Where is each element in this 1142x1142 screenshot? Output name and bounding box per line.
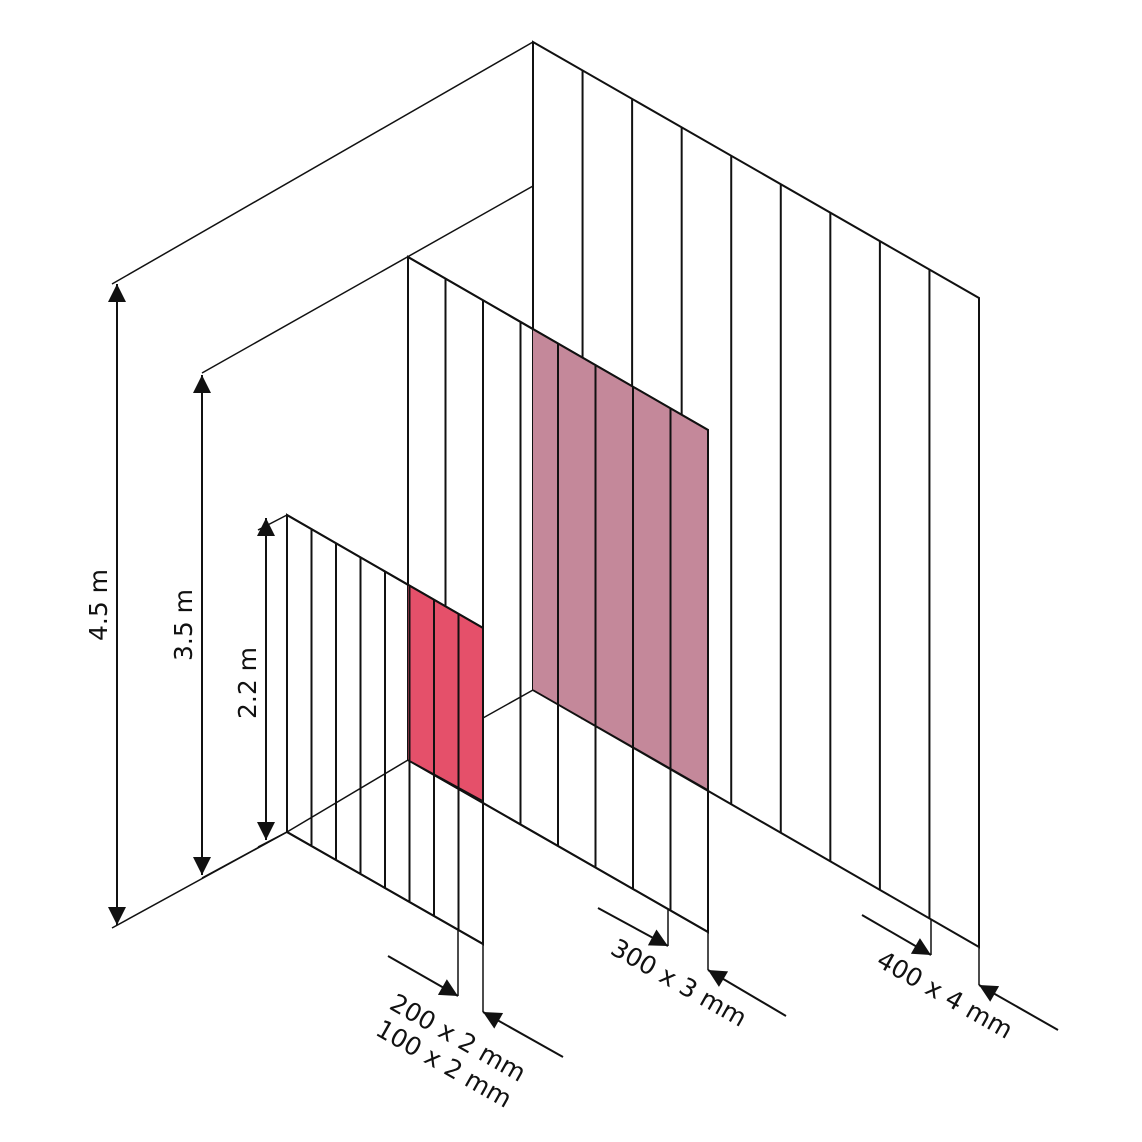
small-panel-overlap (408, 585, 483, 801)
floor-line-medium (407, 759, 484, 802)
small-panel-strip-lines (310, 529, 460, 930)
floor-line-large (532, 689, 709, 791)
extension-lines (111, 41, 534, 929)
height-dimension-2-2: 2.2 m (233, 518, 275, 840)
height-dimension-4-5: 4.5 m (84, 284, 126, 925)
strip-width-dimension-large: 400 x 4 mm (861, 914, 1059, 1045)
height-label-small: 2.2 m (233, 647, 262, 719)
height-label-medium: 3.5 m (169, 589, 198, 661)
medium-panel (407, 255, 709, 934)
small-panel (286, 513, 484, 946)
medium-panel-overlap (533, 329, 708, 790)
strip-width-dimension-medium: 300 x 3 mm (597, 907, 787, 1033)
strip-width-dimension-small: 200 x 2 mm 100 x 2 mm (371, 930, 564, 1114)
floor-diagonal-medium (286, 759, 409, 833)
height-label-large: 4.5 m (84, 569, 113, 641)
height-dimension-3-5: 3.5 m (169, 375, 211, 875)
large-panel-strip-lines (581, 70, 931, 919)
